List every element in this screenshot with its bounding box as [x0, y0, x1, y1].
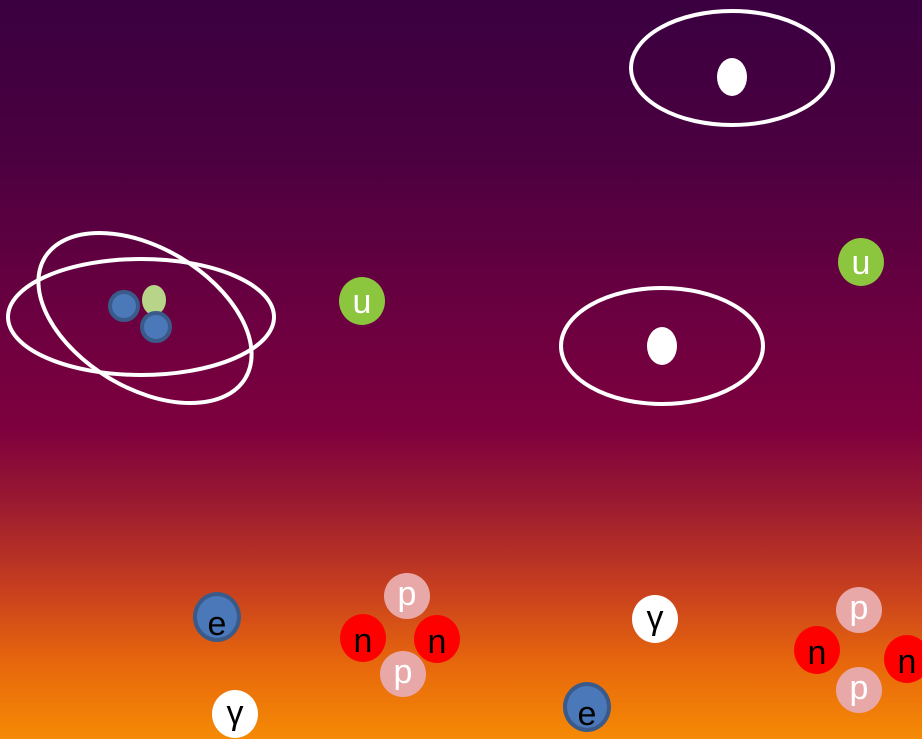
- atom-left: [6, 230, 276, 406]
- photon: γ: [212, 690, 258, 738]
- neutron: n: [794, 626, 840, 674]
- electron: e: [193, 592, 241, 642]
- nucleus-electron: [108, 290, 140, 322]
- electron: e: [563, 682, 611, 732]
- atom-top-right: [629, 9, 835, 127]
- orbit-ring-tilted: [36, 230, 254, 406]
- up-quark: u: [339, 277, 385, 325]
- orbit-ring: [6, 257, 276, 377]
- nucleus-up-quark: [142, 285, 166, 315]
- neutron: n: [414, 615, 460, 663]
- neutron: n: [884, 635, 922, 683]
- proton: p: [380, 651, 426, 697]
- orbit-ring: [559, 286, 765, 406]
- nucleus: [647, 327, 677, 365]
- nucleus: [717, 58, 747, 96]
- neutron: n: [340, 614, 386, 662]
- up-quark: u: [838, 238, 884, 286]
- nucleus-electron: [140, 311, 172, 343]
- orbit-ring: [629, 9, 835, 127]
- proton: p: [836, 587, 882, 633]
- atom-middle-right: [559, 286, 765, 406]
- proton: p: [384, 573, 430, 619]
- proton: p: [836, 667, 882, 713]
- photon: γ: [632, 595, 678, 643]
